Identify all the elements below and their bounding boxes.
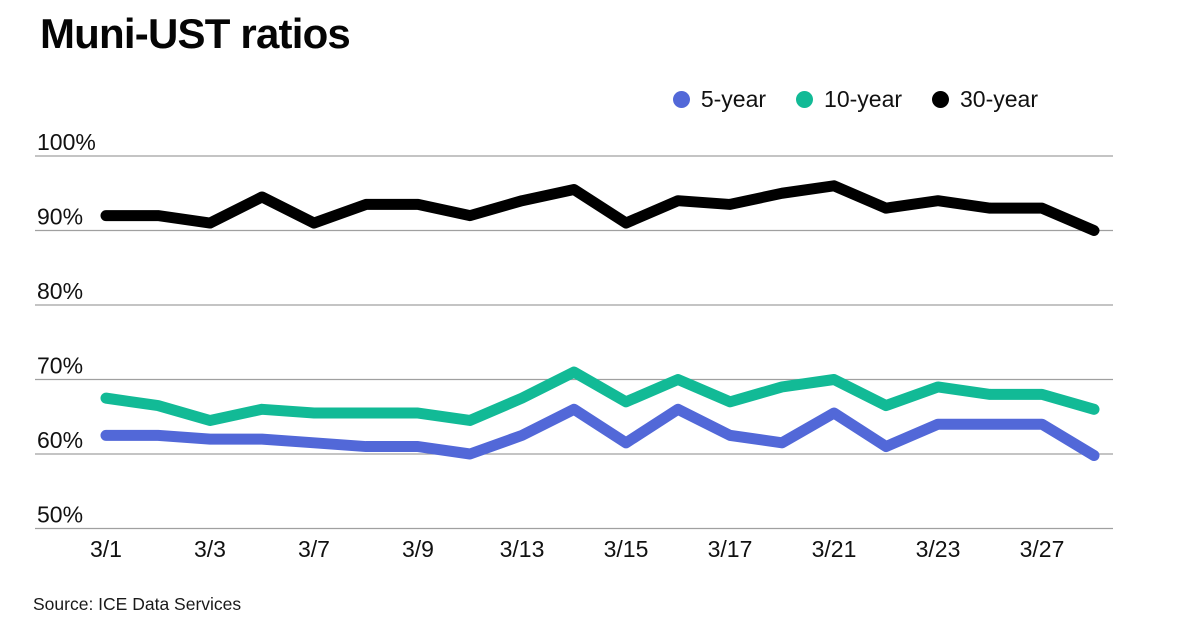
legend-dot-10-year-icon	[796, 91, 814, 108]
y-tick-label-60: 60%	[37, 427, 83, 453]
series-line-10-year	[100, 366, 1100, 426]
legend-item-5-year: 5-year	[672, 86, 767, 113]
y-tick-label-80: 80%	[37, 278, 83, 304]
legend-item-10-year: 10-year	[796, 86, 902, 113]
x-tick-label-3-21: 3/21	[812, 536, 857, 562]
chart-title: Muni-UST ratios	[40, 10, 351, 57]
source-note: Source: ICE Data Services	[33, 594, 242, 614]
series-line-30-year	[100, 180, 1100, 236]
legend-item-30-year: 30-year	[932, 86, 1038, 113]
x-tick-label-3-23: 3/23	[916, 536, 961, 562]
y-tick-label-70: 70%	[37, 353, 83, 379]
legend-dot-5-year-icon	[672, 91, 690, 108]
x-tick-label-3-27: 3/27	[1020, 536, 1065, 562]
legend-label-5-year: 5-year	[700, 86, 767, 112]
x-tick-label-3-3: 3/3	[194, 536, 226, 562]
x-tick-label-3-13: 3/13	[500, 536, 545, 562]
legend-dot-30-year-icon	[932, 91, 950, 108]
y-tick-label-90: 90%	[37, 204, 83, 230]
y-tick-label-100: 100%	[37, 129, 96, 155]
x-tick-label-3-7: 3/7	[298, 536, 330, 562]
x-tick-label-3-9: 3/9	[402, 536, 434, 562]
legend-label-10-year: 10-year	[824, 86, 903, 112]
legend: 5-year 10-year 30-year	[672, 86, 1038, 113]
x-tick-label-3-15: 3/15	[604, 536, 649, 562]
x-tick-label-3-1: 3/1	[90, 536, 122, 562]
series-line-5-year	[100, 403, 1100, 461]
legend-label-30-year: 30-year	[960, 86, 1038, 112]
x-tick-label-3-17: 3/17	[708, 536, 753, 562]
y-tick-label-50: 50%	[37, 502, 83, 528]
